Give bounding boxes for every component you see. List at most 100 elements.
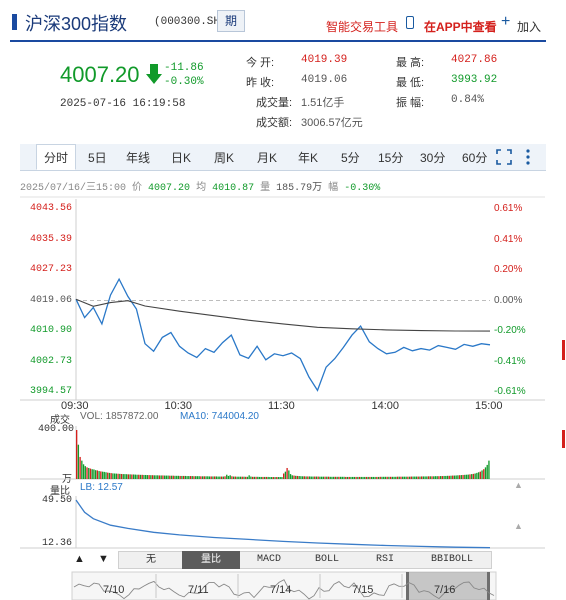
volume-bar	[222, 476, 224, 479]
tab-15min[interactable]: 15分	[378, 151, 404, 165]
volume-bar	[136, 474, 138, 479]
volume-bar	[113, 473, 116, 479]
amplitude-label: 振 幅:	[396, 97, 425, 109]
volume-bar	[167, 475, 169, 479]
volume-bar	[143, 474, 145, 479]
volume-bar	[374, 476, 376, 479]
volume-bar	[467, 474, 469, 479]
view-in-app-link[interactable]: 在APP中查看	[424, 20, 497, 34]
volume-bar	[402, 476, 404, 479]
tab-60min[interactable]: 60分	[462, 151, 488, 165]
subtab-bbiboll[interactable]: BBIBOLL	[430, 554, 473, 565]
volume-bar	[455, 475, 457, 479]
volume-bar	[257, 476, 259, 480]
tab-monthly-k[interactable]: 月K	[257, 151, 278, 165]
scroll-down-icon[interactable]: ▼	[98, 553, 109, 565]
volume-bar	[160, 475, 162, 479]
index-code: (000300.SH)	[154, 16, 227, 28]
volume-bar	[157, 475, 159, 479]
open-value: 4019.39	[301, 54, 348, 66]
volume-bar	[141, 474, 143, 479]
tab-daily-k[interactable]: 日K	[171, 151, 192, 165]
volume-bar	[195, 476, 197, 479]
tab-5day[interactable]: 5日	[88, 151, 107, 165]
volume-y-unit: 万	[62, 474, 72, 485]
add-to-watchlist-button[interactable]: 加入	[517, 20, 542, 34]
subtab-boll[interactable]: BOLL	[314, 554, 339, 565]
volume-bar	[115, 473, 118, 479]
nav-label-0715: 7/15	[352, 584, 374, 596]
subtab-macd[interactable]: MACD	[256, 554, 281, 565]
volume-bar	[422, 476, 425, 479]
plus-icon[interactable]: +	[501, 13, 511, 30]
tab-yearly-k[interactable]: 年K	[298, 151, 319, 165]
tab-30min[interactable]: 30分	[420, 151, 446, 165]
amount-label: 成交额:	[256, 117, 293, 129]
volume-bar	[441, 476, 444, 479]
volume-bar	[452, 475, 454, 479]
volume-bar	[107, 472, 109, 479]
volume-bar	[310, 476, 312, 479]
volume-bar	[272, 477, 274, 479]
volume-bar	[288, 470, 290, 479]
ratio-collapse-icon[interactable]: ▲	[514, 521, 523, 531]
tab-5min[interactable]: 5分	[341, 151, 360, 165]
volume-bar	[251, 476, 254, 480]
fullscreen-icon[interactable]	[496, 149, 512, 165]
y-tick-left: 4019.06	[30, 294, 73, 306]
volume-bar	[465, 474, 468, 479]
smart-trade-tools-link[interactable]: 智能交易工具	[326, 20, 399, 34]
volume-bar	[162, 475, 164, 479]
volume-bar	[122, 474, 124, 479]
tab-intraday[interactable]: 分时	[36, 144, 77, 170]
subtab-ratio[interactable]: 量比	[182, 551, 240, 569]
volume-bar	[445, 475, 447, 479]
volume-bar	[126, 474, 128, 479]
volume-bar	[274, 477, 276, 479]
tab-weekly-k[interactable]: 周K	[214, 151, 235, 165]
nav-label-0716: 7/16	[434, 584, 456, 596]
volume-bar	[389, 476, 392, 480]
volume-bar	[146, 475, 149, 479]
volume-bar	[438, 476, 440, 479]
y-tick-left: 4002.73	[30, 355, 73, 367]
y-tick-left: 3994.57	[30, 386, 73, 397]
y-tick-right: 0.20%	[494, 264, 523, 275]
volume-bar	[88, 467, 90, 480]
volume-bar	[360, 476, 362, 479]
y-tick-right: -0.61%	[494, 386, 526, 397]
volume-bar	[431, 476, 433, 479]
y-tick-left: 4035.39	[30, 233, 73, 245]
volume-bar	[391, 476, 394, 480]
volume-bar	[94, 470, 97, 479]
volume-bar	[219, 476, 221, 479]
volume-bar	[414, 476, 416, 479]
subtab-rsi[interactable]: RSI	[375, 554, 394, 565]
more-options-icon[interactable]	[525, 148, 531, 166]
volume-bar	[436, 476, 438, 479]
volume-bar	[295, 475, 297, 479]
volume-bar	[127, 474, 130, 480]
volume-collapse-icon[interactable]: ▲	[514, 480, 523, 490]
tab-year-line[interactable]: 年线	[126, 151, 151, 165]
period-button[interactable]: 期	[217, 10, 245, 32]
volume-bar	[322, 476, 325, 479]
volume-bar	[191, 476, 193, 479]
x-tick: 11:30	[268, 400, 295, 412]
scroll-up-icon[interactable]: ▲	[74, 553, 85, 565]
volume-bar	[217, 476, 219, 479]
y-tick-right: 0.61%	[494, 203, 523, 214]
volume-bar	[255, 476, 257, 480]
volume-bar	[100, 471, 102, 479]
subtab-none[interactable]: 无	[146, 554, 156, 565]
volume-bar	[315, 476, 318, 479]
volume-bar	[260, 476, 262, 479]
ratio-lb-text: LB: 12.57	[80, 482, 123, 493]
y-tick-left: 4043.56	[30, 203, 73, 214]
volume-bar	[433, 476, 435, 479]
volume-bar	[301, 476, 304, 479]
x-tick: 14:00	[371, 400, 400, 412]
